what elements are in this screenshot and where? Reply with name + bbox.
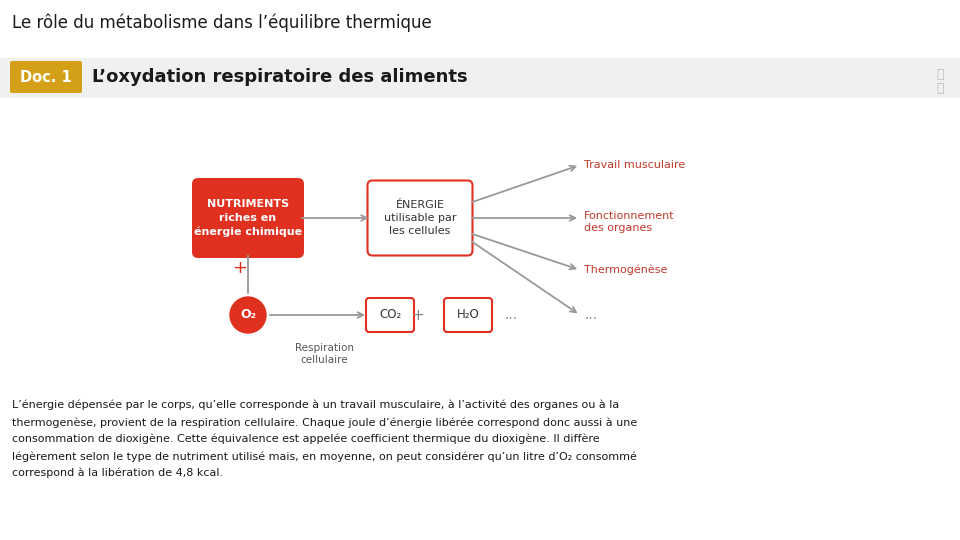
Text: Doc. 1: Doc. 1 <box>20 70 72 84</box>
Text: thermogenèse, provient de la respiration cellulaire. Chaque joule d’énergie libé: thermogenèse, provient de la respiration… <box>12 417 637 428</box>
Text: correspond à la libération de 4,8 kcal.: correspond à la libération de 4,8 kcal. <box>12 468 223 478</box>
Text: ⤢: ⤢ <box>936 68 944 81</box>
Text: ...: ... <box>584 308 597 322</box>
Text: consommation de dioxigène. Cette équivalence est appelée coefficient thermique d: consommation de dioxigène. Cette équival… <box>12 434 600 444</box>
Text: Thermogénèse: Thermogénèse <box>584 265 667 275</box>
Text: O₂: O₂ <box>240 308 256 321</box>
Text: CO₂: CO₂ <box>379 308 401 321</box>
FancyBboxPatch shape <box>0 58 960 98</box>
Text: Respiration
cellulaire: Respiration cellulaire <box>295 343 353 366</box>
Text: ...: ... <box>504 308 517 322</box>
Text: +: + <box>232 259 248 277</box>
FancyBboxPatch shape <box>444 298 492 332</box>
Text: L’énergie dépensée par le corps, qu’elle corresponde à un travail musculaire, à : L’énergie dépensée par le corps, qu’elle… <box>12 400 619 410</box>
Circle shape <box>230 297 266 333</box>
Text: ⤡: ⤡ <box>936 82 944 95</box>
Text: Fonctionnement
des organes: Fonctionnement des organes <box>584 211 675 233</box>
Text: Travail musculaire: Travail musculaire <box>584 160 685 170</box>
FancyBboxPatch shape <box>192 178 304 258</box>
Text: ÉNERGIE
utilisable par
les cellules: ÉNERGIE utilisable par les cellules <box>384 200 456 236</box>
FancyBboxPatch shape <box>10 61 82 93</box>
Text: L’oxydation respiratoire des aliments: L’oxydation respiratoire des aliments <box>92 68 468 86</box>
Text: légèrement selon le type de nutriment utilisé mais, en moyenne, on peut considér: légèrement selon le type de nutriment ut… <box>12 451 636 462</box>
FancyBboxPatch shape <box>366 298 414 332</box>
FancyBboxPatch shape <box>368 180 472 255</box>
Text: +: + <box>412 307 424 322</box>
Text: H₂O: H₂O <box>457 308 479 321</box>
Text: Le rôle du métabolisme dans l’équilibre thermique: Le rôle du métabolisme dans l’équilibre … <box>12 14 432 32</box>
Text: NUTRIMENTS
riches en
énergie chimique: NUTRIMENTS riches en énergie chimique <box>194 199 302 237</box>
